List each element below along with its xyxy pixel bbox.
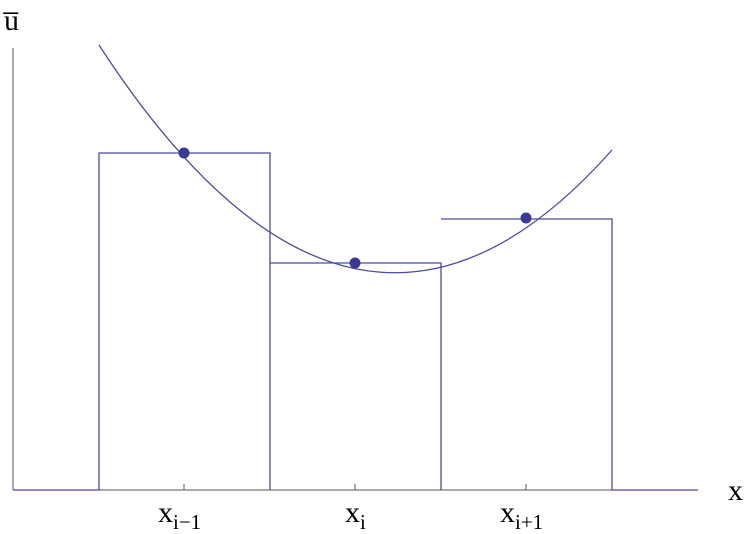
point bbox=[178, 147, 190, 159]
cell-label-sub: i bbox=[360, 510, 366, 534]
cell-label: xi+1 bbox=[500, 496, 543, 534]
point bbox=[349, 257, 361, 269]
cell-averages bbox=[13, 152, 698, 491]
point bbox=[520, 212, 532, 224]
cell-label-sub: i+1 bbox=[515, 510, 543, 534]
cell-label: xi bbox=[345, 496, 366, 534]
x-axis-label: x bbox=[728, 474, 743, 507]
cell-label-base: x bbox=[158, 496, 173, 529]
cell-label-sub: i−1 bbox=[173, 510, 201, 534]
cell-label: xi−1 bbox=[158, 496, 201, 534]
y-axis-label: u̅ bbox=[3, 4, 19, 37]
cell-label-base: x bbox=[500, 496, 515, 529]
parabola bbox=[98, 44, 613, 274]
cell-label-base: x bbox=[345, 496, 360, 529]
